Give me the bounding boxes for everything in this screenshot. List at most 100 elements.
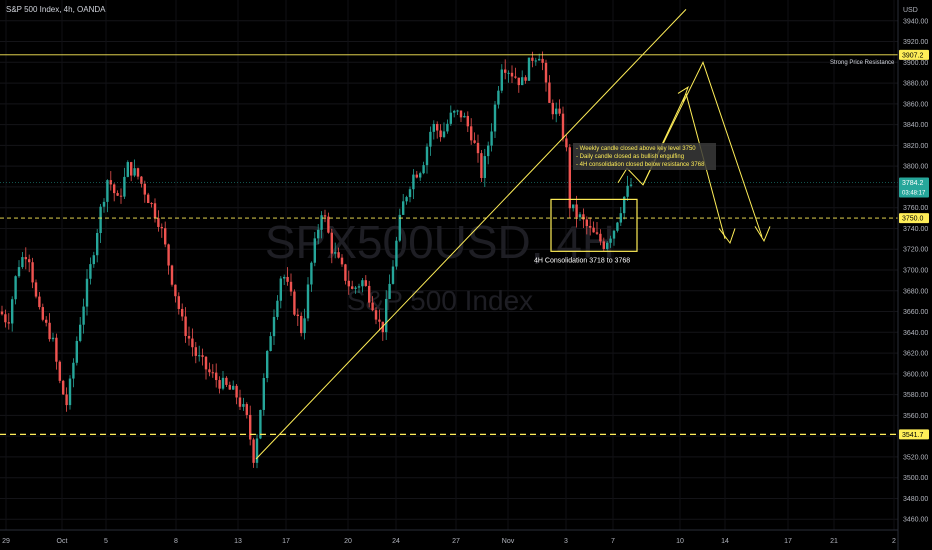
note-line: - Daily candle closed as bullish engulfi… (576, 154, 684, 160)
candle-body (340, 257, 344, 265)
y-tick-label: 3860.00 (903, 101, 928, 108)
y-tick-label: 3640.00 (903, 330, 928, 337)
candle-body (17, 267, 21, 277)
candle-body (279, 278, 282, 301)
candle-body (34, 282, 38, 297)
arrowhead-3 (677, 86, 689, 102)
candle-body (238, 397, 242, 407)
consolidation-label: 4H Consolidation 3718 to 3768 (534, 257, 630, 264)
y-tick-label: 3720.00 (903, 247, 928, 254)
candle-body (75, 340, 78, 363)
candle-body (310, 262, 313, 285)
candle-body (48, 322, 51, 340)
x-tick-label: 2 (892, 538, 896, 545)
candle-body (58, 361, 61, 381)
y-tick-label: 3760.00 (903, 205, 928, 212)
candle-body (415, 174, 418, 178)
candle-body (480, 153, 483, 178)
x-tick-label: 29 (2, 538, 10, 545)
y-tick-label: 3580.00 (903, 392, 928, 399)
x-ticks[interactable]: 29 Oct 5 8 13 17 20 24 27 Nov 3 7 10 14 17 21 2 (2, 538, 896, 545)
candle-body (204, 356, 208, 370)
x-tick-label: 5 (104, 538, 108, 545)
candle-body (201, 355, 204, 357)
candle-body (558, 108, 561, 114)
candle-body (453, 110, 456, 113)
candle-body (572, 204, 575, 209)
candle-body (344, 264, 347, 281)
note-line: - 4H consolidation closed below resistan… (576, 162, 705, 168)
price-axis[interactable] (898, 0, 932, 550)
y-tick-label: 3840.00 (903, 122, 928, 129)
candle-body (371, 302, 374, 311)
candle-body (439, 130, 442, 138)
y-tick-label: 3900.00 (903, 60, 928, 67)
candle-body (300, 315, 303, 334)
candle-body (334, 252, 337, 254)
candle-body (534, 60, 537, 62)
candle-body (510, 72, 514, 77)
annotation-notes: - Weekly candle closed above key level 3… (573, 143, 716, 170)
candle-body (130, 162, 133, 176)
candle-body (565, 138, 568, 148)
candle-body (626, 185, 629, 197)
x-tick-label: 7 (611, 538, 615, 545)
candle-body (459, 110, 463, 118)
candle-body (463, 115, 466, 118)
notes-box (573, 143, 716, 170)
candle-body (303, 318, 306, 334)
candle-body (347, 280, 350, 287)
candle-body (218, 380, 221, 389)
candle-body (609, 238, 612, 243)
candle-body (259, 409, 262, 439)
candle-body (0, 311, 4, 315)
candle-body (177, 296, 180, 309)
candle-body (306, 284, 310, 319)
candle-body (24, 257, 27, 260)
candle-body (28, 259, 31, 263)
candle-body (337, 252, 340, 258)
candle-body (62, 380, 65, 395)
x-tick-label: 20 (344, 538, 352, 545)
candle-body (330, 232, 333, 254)
candle-body (602, 241, 605, 249)
candle-body (147, 194, 150, 204)
x-tick-label: 24 (392, 538, 400, 545)
candle-body (38, 296, 41, 308)
candle-body (79, 324, 82, 341)
candle-body (320, 215, 323, 230)
candle-body (136, 168, 140, 177)
overlays: Strong Price Resistance 4H Consolidation … (0, 9, 898, 460)
candle-body (595, 232, 599, 234)
price-label-bg (899, 177, 929, 198)
price-label-value: 3784.2 (902, 180, 924, 187)
candle-body (599, 233, 602, 242)
candle-body (232, 385, 235, 390)
grid (0, 0, 898, 530)
candle-body (327, 216, 330, 233)
candle-body (215, 372, 218, 381)
consolidation-box (550, 198, 638, 252)
y-tick-label: 3620.00 (903, 351, 928, 358)
candle-body (133, 168, 136, 176)
candle-body (293, 291, 296, 315)
candle-body (527, 57, 531, 81)
candle-body (544, 62, 548, 83)
candle-body (585, 219, 588, 227)
candle-body (296, 314, 299, 316)
candle-body (514, 76, 517, 78)
candle-body (289, 281, 293, 292)
chart-title: S&P 500 Index, 4h, OANDA (6, 5, 106, 14)
candle-body (388, 283, 391, 299)
y-tick-label: 3480.00 (903, 496, 928, 503)
resistance-label: Strong Price Resistance (830, 60, 895, 66)
candle-body (487, 145, 490, 157)
candle-body (374, 310, 378, 320)
x-tick-label: Oct (57, 538, 68, 545)
x-tick-label: 14 (721, 538, 729, 545)
candle-body (575, 204, 578, 218)
candle-body (578, 214, 582, 218)
price-label-value: 3750.0 (902, 216, 924, 223)
candle-body (473, 140, 476, 143)
